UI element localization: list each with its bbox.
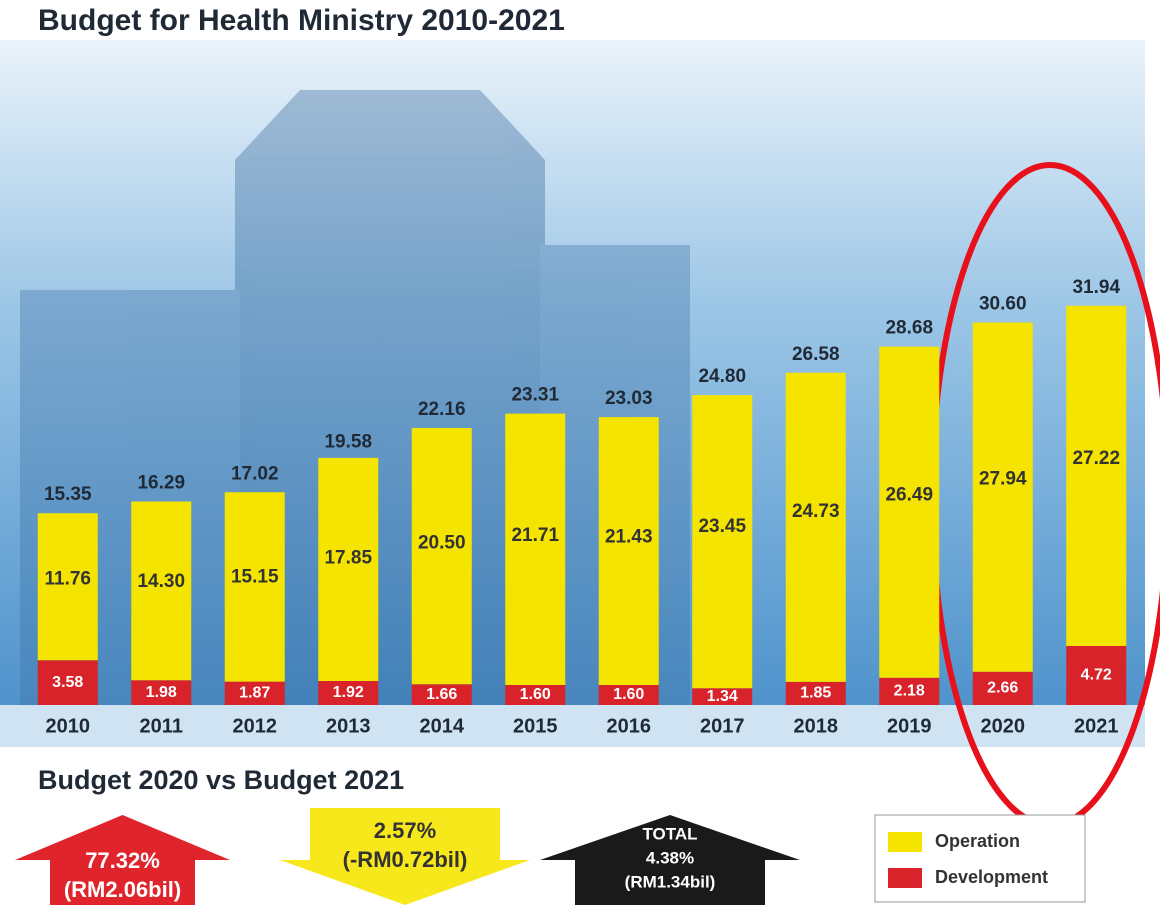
chart-title: Budget for Health Ministry 2010-2021 (38, 4, 565, 37)
bar-segment (879, 346, 940, 678)
x-tick-label: 2010 (46, 715, 91, 737)
x-tick-label: 2020 (981, 715, 1026, 737)
bar-segment (411, 684, 472, 705)
total-label: 26.58 (792, 344, 840, 365)
x-tick-label: 2021 (1074, 715, 1119, 737)
segment-label: 1.60 (520, 686, 551, 703)
bar-segment (879, 677, 940, 705)
segment-label: 26.49 (885, 485, 933, 506)
comparison-label: 77.32% (85, 848, 160, 873)
segment-label: 1.98 (146, 684, 177, 701)
bar-segment (785, 681, 846, 705)
bar-segment (972, 671, 1033, 705)
segment-label: 21.43 (605, 527, 653, 548)
x-tick-label: 2012 (233, 715, 278, 737)
legend-label: Development (935, 867, 1048, 887)
segment-label: 27.22 (1072, 448, 1120, 469)
bar-segment (505, 413, 566, 685)
bar-segment (224, 492, 285, 682)
segment-label: 1.34 (707, 688, 738, 705)
bar-segment (318, 681, 379, 705)
segment-label: 11.76 (45, 568, 92, 589)
legend-label: Operation (935, 831, 1020, 851)
segment-label: 2.66 (987, 680, 1018, 697)
segment-label: 27.94 (979, 469, 1027, 490)
segment-label: 21.71 (511, 525, 559, 546)
bar-segment (37, 513, 98, 661)
comparison-label: (-RM0.72bil) (343, 847, 468, 872)
segment-label: 1.85 (800, 685, 831, 702)
x-tick-label: 2016 (607, 715, 652, 737)
segment-label: 2.18 (894, 683, 925, 700)
bar-segment (411, 428, 472, 685)
bar-segment (692, 688, 753, 705)
comparison-title: Budget 2020 vs Budget 2021 (38, 765, 404, 795)
segment-label: 24.73 (792, 501, 840, 522)
x-tick-label: 2014 (420, 715, 465, 737)
segment-label: 20.50 (418, 532, 466, 553)
bar-segment (1066, 646, 1127, 705)
bar-segment (598, 417, 659, 685)
total-label: 28.68 (885, 318, 933, 339)
bar-segment (598, 685, 659, 705)
segment-label: 1.87 (239, 685, 270, 702)
segment-label: 14.30 (137, 571, 185, 592)
comparison-label: (RM1.34bil) (625, 872, 716, 891)
bar-segment (1066, 305, 1127, 646)
segment-label: 4.72 (1081, 667, 1112, 684)
bar-segment (692, 395, 753, 689)
segment-label: 15.15 (231, 566, 279, 587)
comparison-arrow (280, 808, 530, 905)
bar-segment (131, 501, 192, 681)
x-tick-label: 2013 (326, 715, 371, 737)
x-tick-label: 2011 (140, 715, 183, 737)
segment-label: 17.85 (324, 547, 372, 568)
x-tick-label: 2017 (700, 715, 745, 737)
total-label: 23.31 (511, 385, 559, 406)
x-tick-label: 2015 (513, 715, 558, 737)
total-label: 30.60 (979, 294, 1027, 315)
bar-segment (785, 372, 846, 682)
segment-label: 1.66 (426, 686, 457, 703)
comparison-arrow (15, 815, 230, 905)
segment-label: 1.92 (333, 684, 364, 701)
total-label: 15.35 (44, 484, 92, 505)
bar-segment (972, 322, 1033, 672)
comparison-arrow (540, 815, 800, 905)
bar-segment (318, 457, 379, 681)
segment-label: 23.45 (698, 516, 746, 537)
bar-segment (505, 685, 566, 705)
total-label: 16.29 (137, 472, 185, 493)
bar-segment (224, 681, 285, 705)
comparison-label: 2.57% (374, 818, 436, 843)
bar-segment (131, 680, 192, 705)
comparison-label: TOTAL (642, 824, 697, 843)
comparison-label: (RM2.06bil) (64, 877, 181, 902)
x-tick-label: 2019 (887, 715, 932, 737)
total-label: 23.03 (605, 388, 653, 409)
bar-segment (37, 660, 98, 705)
total-label: 17.02 (231, 463, 279, 484)
segment-label: 1.60 (613, 686, 644, 703)
legend-swatch (888, 868, 922, 888)
year-strip (0, 705, 1145, 747)
legend-box (874, 814, 1086, 903)
comparison-label: 4.38% (646, 848, 694, 867)
total-label: 24.80 (698, 366, 746, 387)
total-label: 22.16 (418, 399, 466, 420)
segment-label: 3.58 (52, 674, 83, 691)
legend-swatch (888, 832, 922, 852)
total-label: 19.58 (324, 431, 372, 452)
x-tick-label: 2018 (794, 715, 839, 737)
total-label: 31.94 (1072, 277, 1120, 298)
